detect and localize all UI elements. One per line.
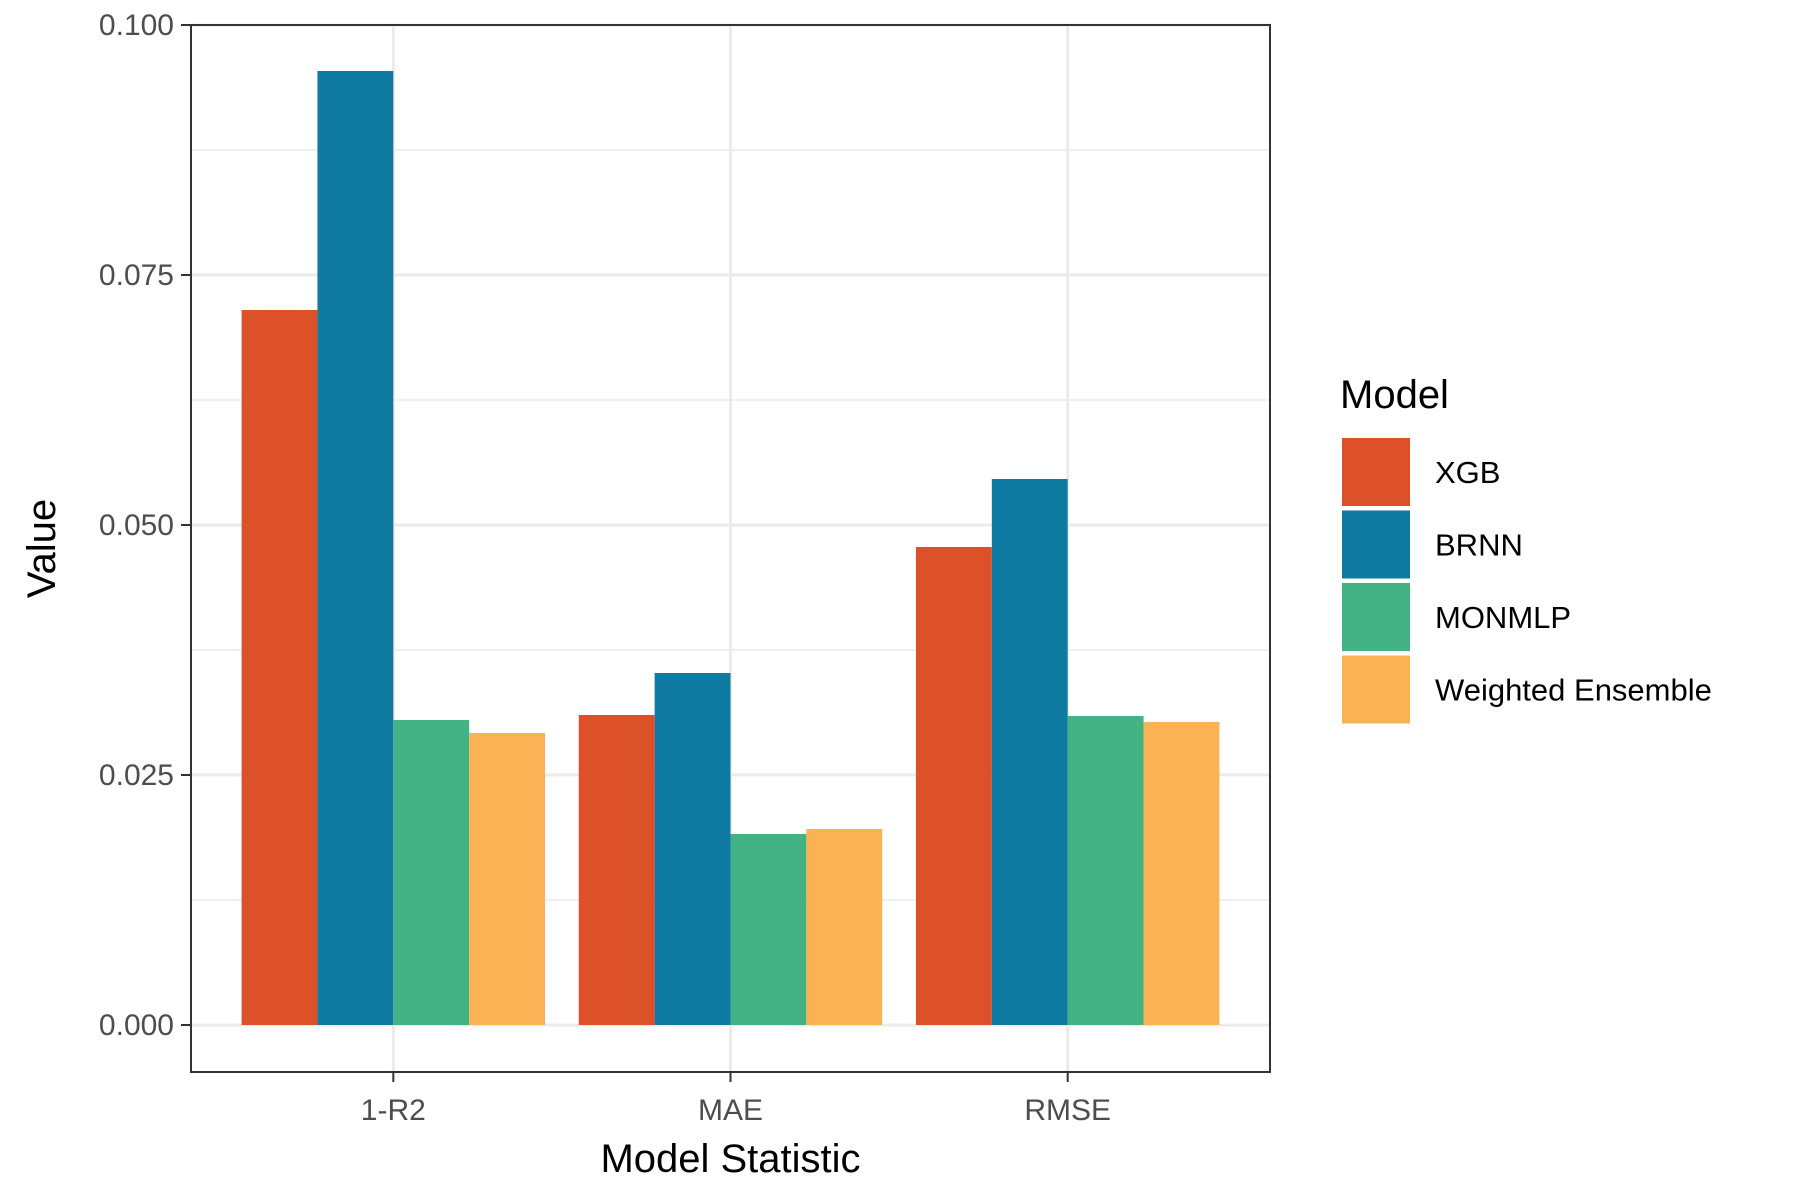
bar-monmlp-1-r2 <box>393 720 470 1025</box>
bar-monmlp-rmse <box>1067 716 1144 1025</box>
legend-key-weighted-ensemble <box>1342 655 1410 724</box>
bar-xgb-rmse <box>915 547 992 1025</box>
x-tick-label: MAE <box>698 1094 763 1127</box>
bar-brnn-mae <box>654 673 731 1025</box>
legend-label: Weighted Ensemble <box>1435 673 1712 708</box>
y-axis-title: Value <box>20 499 64 598</box>
bar-xgb-mae <box>578 715 655 1025</box>
x-axis-title: Model Statistic <box>600 1137 860 1181</box>
legend-key-monmlp <box>1342 583 1410 651</box>
y-axis: 0.000 0.025 0.050 0.075 0.100 <box>99 9 191 1042</box>
bar-xgb-1-r2 <box>241 310 318 1025</box>
legend: Model XGB BRNN MONMLP Weighted Ensemble <box>1340 373 1712 724</box>
legend-title: Model <box>1340 373 1449 417</box>
legend-label: MONMLP <box>1435 600 1571 635</box>
legend-label: BRNN <box>1435 528 1523 563</box>
bar-weighted-ensemble-rmse <box>1143 722 1220 1025</box>
legend-label: XGB <box>1435 455 1500 490</box>
legend-key-xgb <box>1342 438 1410 506</box>
legend-key-brnn <box>1342 510 1410 579</box>
y-tick-label: 0.000 <box>99 1009 174 1042</box>
y-tick-label: 0.100 <box>99 9 174 42</box>
bar-brnn-rmse <box>991 479 1068 1025</box>
x-tick-label: 1-R2 <box>361 1094 426 1127</box>
y-tick-label: 0.075 <box>99 259 174 292</box>
bars-group <box>241 71 1220 1025</box>
bar-weighted-ensemble-1-r2 <box>469 733 546 1025</box>
bar-brnn-1-r2 <box>317 71 394 1025</box>
x-axis: 1-R2 MAE RMSE <box>361 1072 1111 1127</box>
bar-weighted-ensemble-mae <box>806 829 883 1025</box>
y-tick-label: 0.050 <box>99 509 174 542</box>
bar-monmlp-mae <box>730 834 807 1025</box>
y-tick-label: 0.025 <box>99 759 174 792</box>
x-tick-label: RMSE <box>1024 1094 1111 1127</box>
